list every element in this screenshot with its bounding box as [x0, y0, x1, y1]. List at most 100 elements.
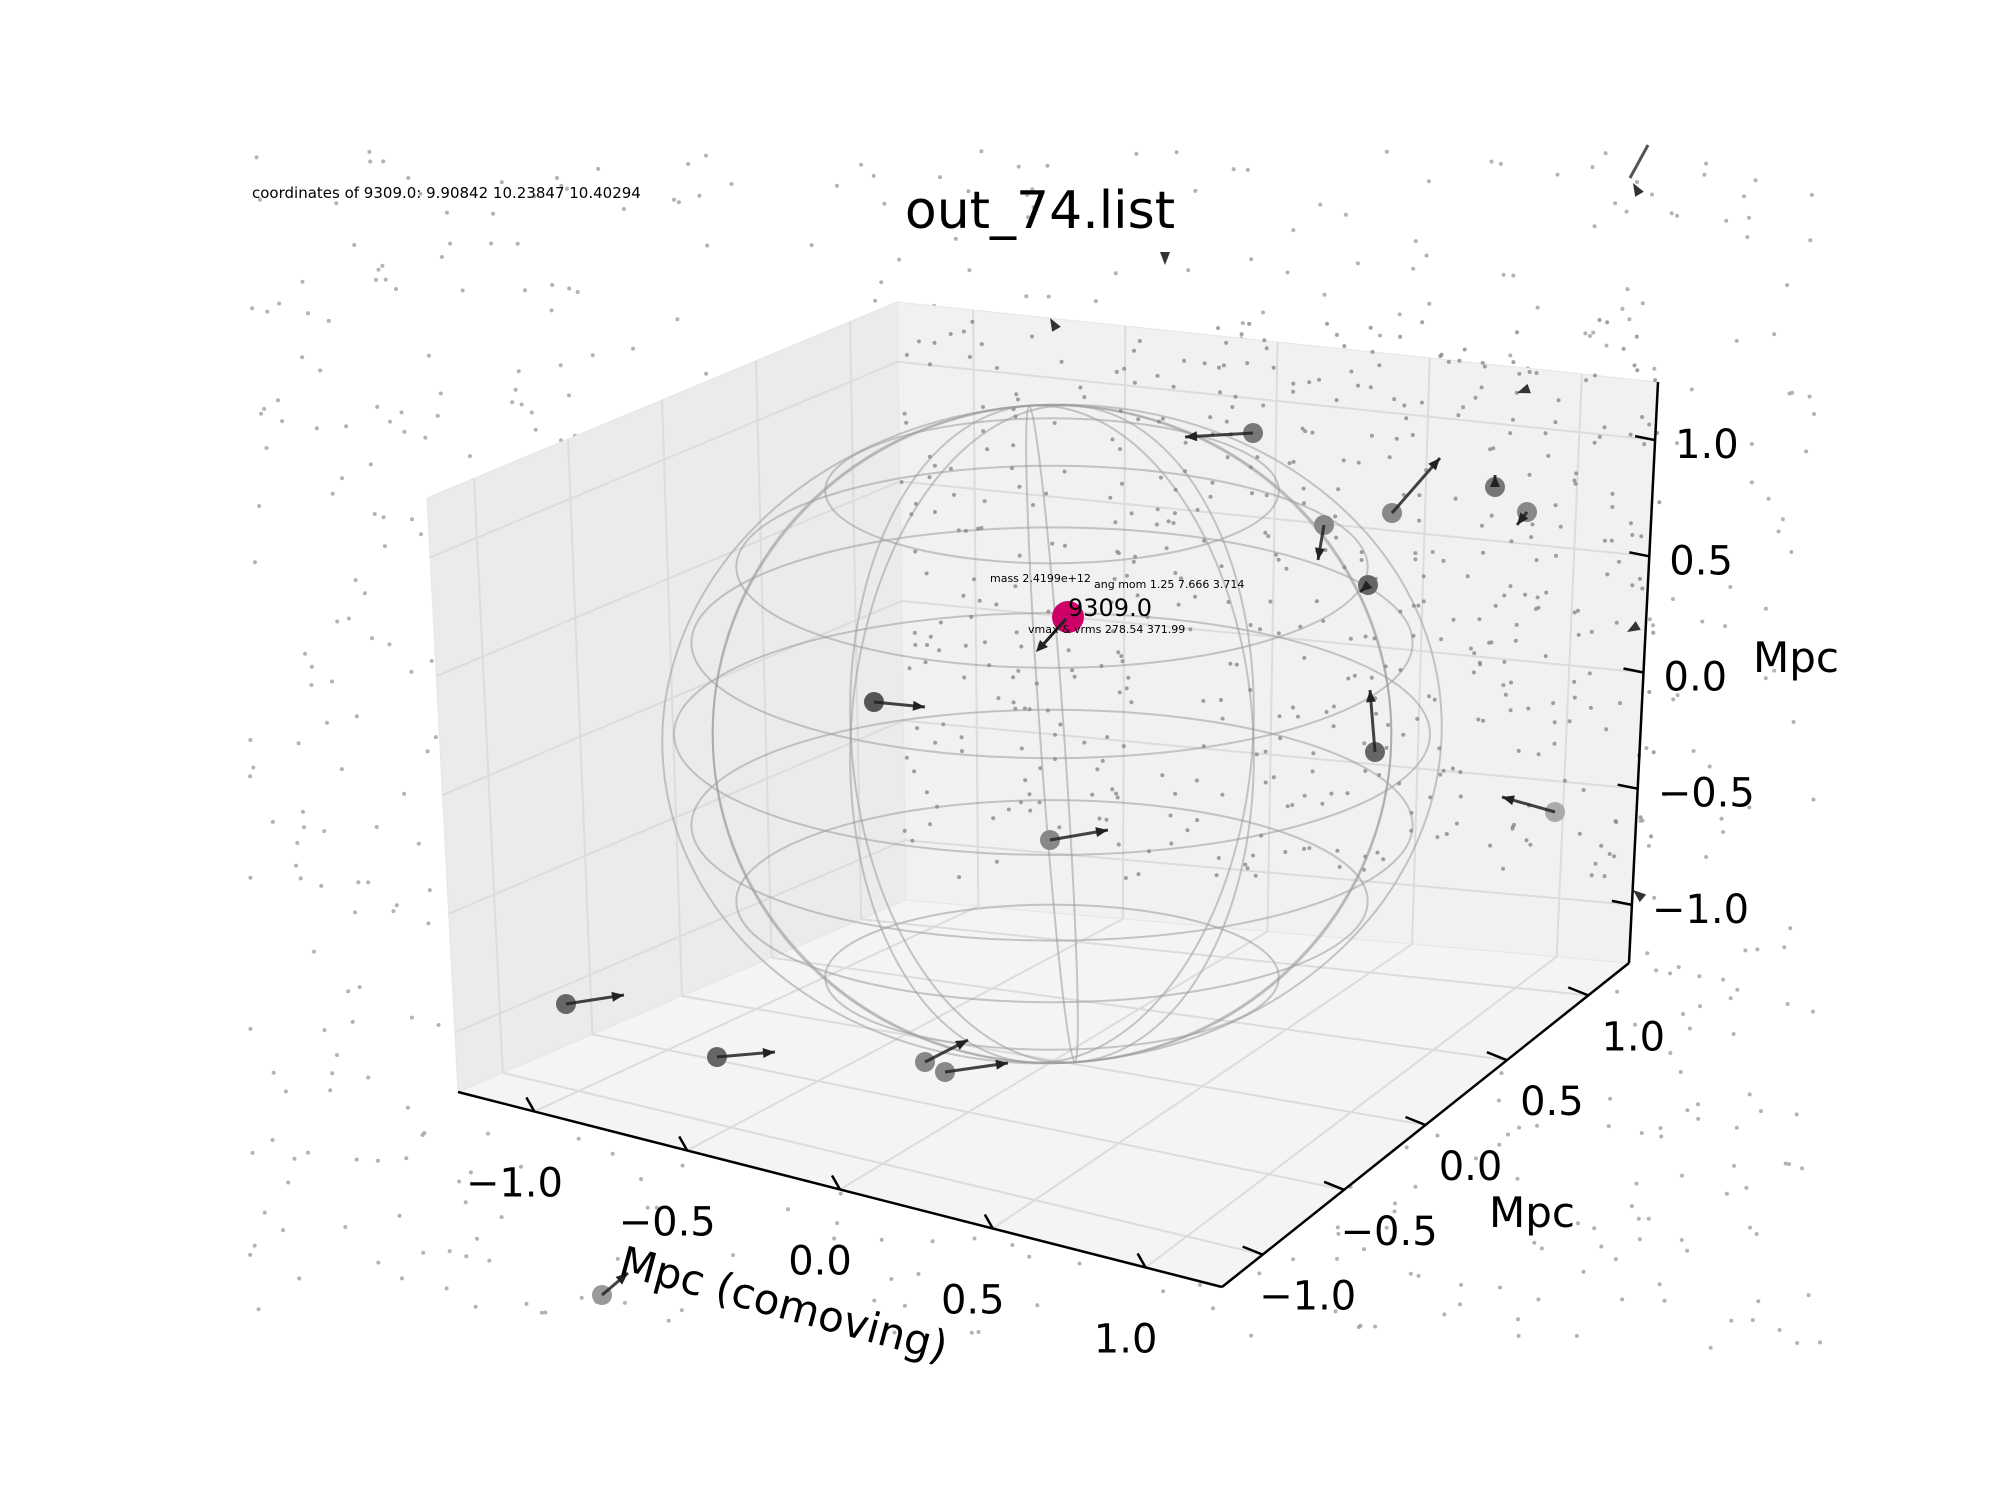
particle	[987, 663, 992, 668]
particle	[1788, 926, 1793, 931]
velocity-arrowhead	[1428, 458, 1440, 471]
particle	[543, 1310, 548, 1315]
particle	[1255, 455, 1260, 460]
particle	[1749, 480, 1754, 485]
particle	[1629, 1204, 1634, 1209]
particle	[1581, 1269, 1586, 1274]
particle	[1398, 334, 1403, 339]
z-tick	[1611, 899, 1633, 907]
particle	[1556, 398, 1561, 403]
velocity-arrowhead	[1517, 383, 1531, 394]
particle	[907, 666, 912, 671]
particle	[1335, 1225, 1340, 1230]
particle	[1438, 354, 1443, 359]
particle	[1719, 816, 1724, 821]
particle	[1652, 366, 1657, 371]
particle	[1121, 744, 1126, 749]
particle	[1248, 465, 1253, 470]
particle	[1014, 630, 1019, 635]
particle	[1508, 708, 1513, 713]
particle	[296, 741, 301, 746]
particle	[311, 949, 316, 954]
central-halo-vmax-label: vmax & vrms 278.54 371.99	[1028, 623, 1185, 636]
particle	[971, 577, 976, 582]
particle	[1188, 627, 1193, 632]
particle	[1493, 603, 1498, 608]
velocity-arrowhead	[1490, 475, 1500, 487]
particle	[963, 643, 968, 648]
halo	[915, 1038, 969, 1072]
particle	[1638, 815, 1643, 820]
particle	[257, 504, 262, 508]
particle	[1377, 333, 1382, 338]
particle	[1640, 415, 1645, 419]
particle	[1735, 987, 1740, 992]
particle	[409, 669, 414, 674]
particle	[539, 1310, 544, 1315]
particle	[639, 1177, 644, 1182]
particle	[991, 816, 996, 821]
particle	[532, 194, 537, 199]
particle	[1057, 825, 1062, 830]
particle	[1472, 651, 1477, 656]
particle	[1577, 831, 1582, 836]
particle	[1173, 571, 1178, 575]
particle	[1511, 360, 1516, 365]
particle	[1038, 766, 1043, 771]
particle	[1183, 440, 1188, 445]
velocity-arrowhead	[615, 1273, 628, 1285]
particle	[1508, 431, 1513, 436]
particle	[1562, 778, 1567, 783]
particle	[1171, 384, 1176, 389]
particle	[1675, 213, 1680, 218]
particle	[1553, 503, 1558, 508]
particle	[904, 352, 909, 357]
particle	[252, 560, 257, 565]
particle	[1618, 701, 1623, 706]
particle	[1599, 843, 1604, 848]
particle	[1415, 716, 1420, 721]
particle	[328, 1088, 333, 1093]
particle	[1499, 1071, 1504, 1076]
particle	[1037, 800, 1042, 805]
particle	[1700, 619, 1705, 624]
particle	[448, 241, 453, 246]
particle	[1498, 1285, 1502, 1290]
particle	[326, 318, 331, 323]
particle	[1324, 710, 1329, 714]
particle	[1679, 1173, 1684, 1178]
particle	[1302, 501, 1306, 506]
particle	[1017, 484, 1022, 489]
particle	[1409, 810, 1414, 815]
particle	[1263, 749, 1268, 754]
particle	[1052, 421, 1057, 425]
particle	[1053, 732, 1057, 737]
particle	[306, 311, 311, 316]
particle	[1266, 534, 1271, 539]
particle	[1457, 358, 1462, 363]
particle	[1333, 514, 1338, 519]
particle	[1590, 165, 1595, 170]
particle	[1662, 792, 1667, 797]
particle	[1676, 965, 1681, 970]
particle	[1097, 816, 1102, 821]
sphere-latitude	[735, 799, 1369, 1004]
particle	[596, 166, 601, 171]
particle	[1264, 346, 1269, 351]
particle	[1112, 577, 1117, 581]
particle	[1535, 305, 1540, 310]
particle	[1369, 675, 1374, 680]
particle	[1498, 161, 1503, 166]
particle	[1763, 676, 1768, 681]
particle	[1702, 172, 1707, 177]
particle	[300, 809, 305, 814]
particle	[350, 1019, 355, 1024]
particle	[1401, 492, 1406, 497]
x-tick-label: 0.5	[941, 1278, 1005, 1324]
particle	[248, 875, 253, 880]
particle	[343, 1225, 348, 1229]
particle	[1637, 576, 1642, 581]
particle	[1439, 637, 1444, 642]
particle	[1558, 524, 1563, 529]
particle	[1808, 238, 1813, 243]
